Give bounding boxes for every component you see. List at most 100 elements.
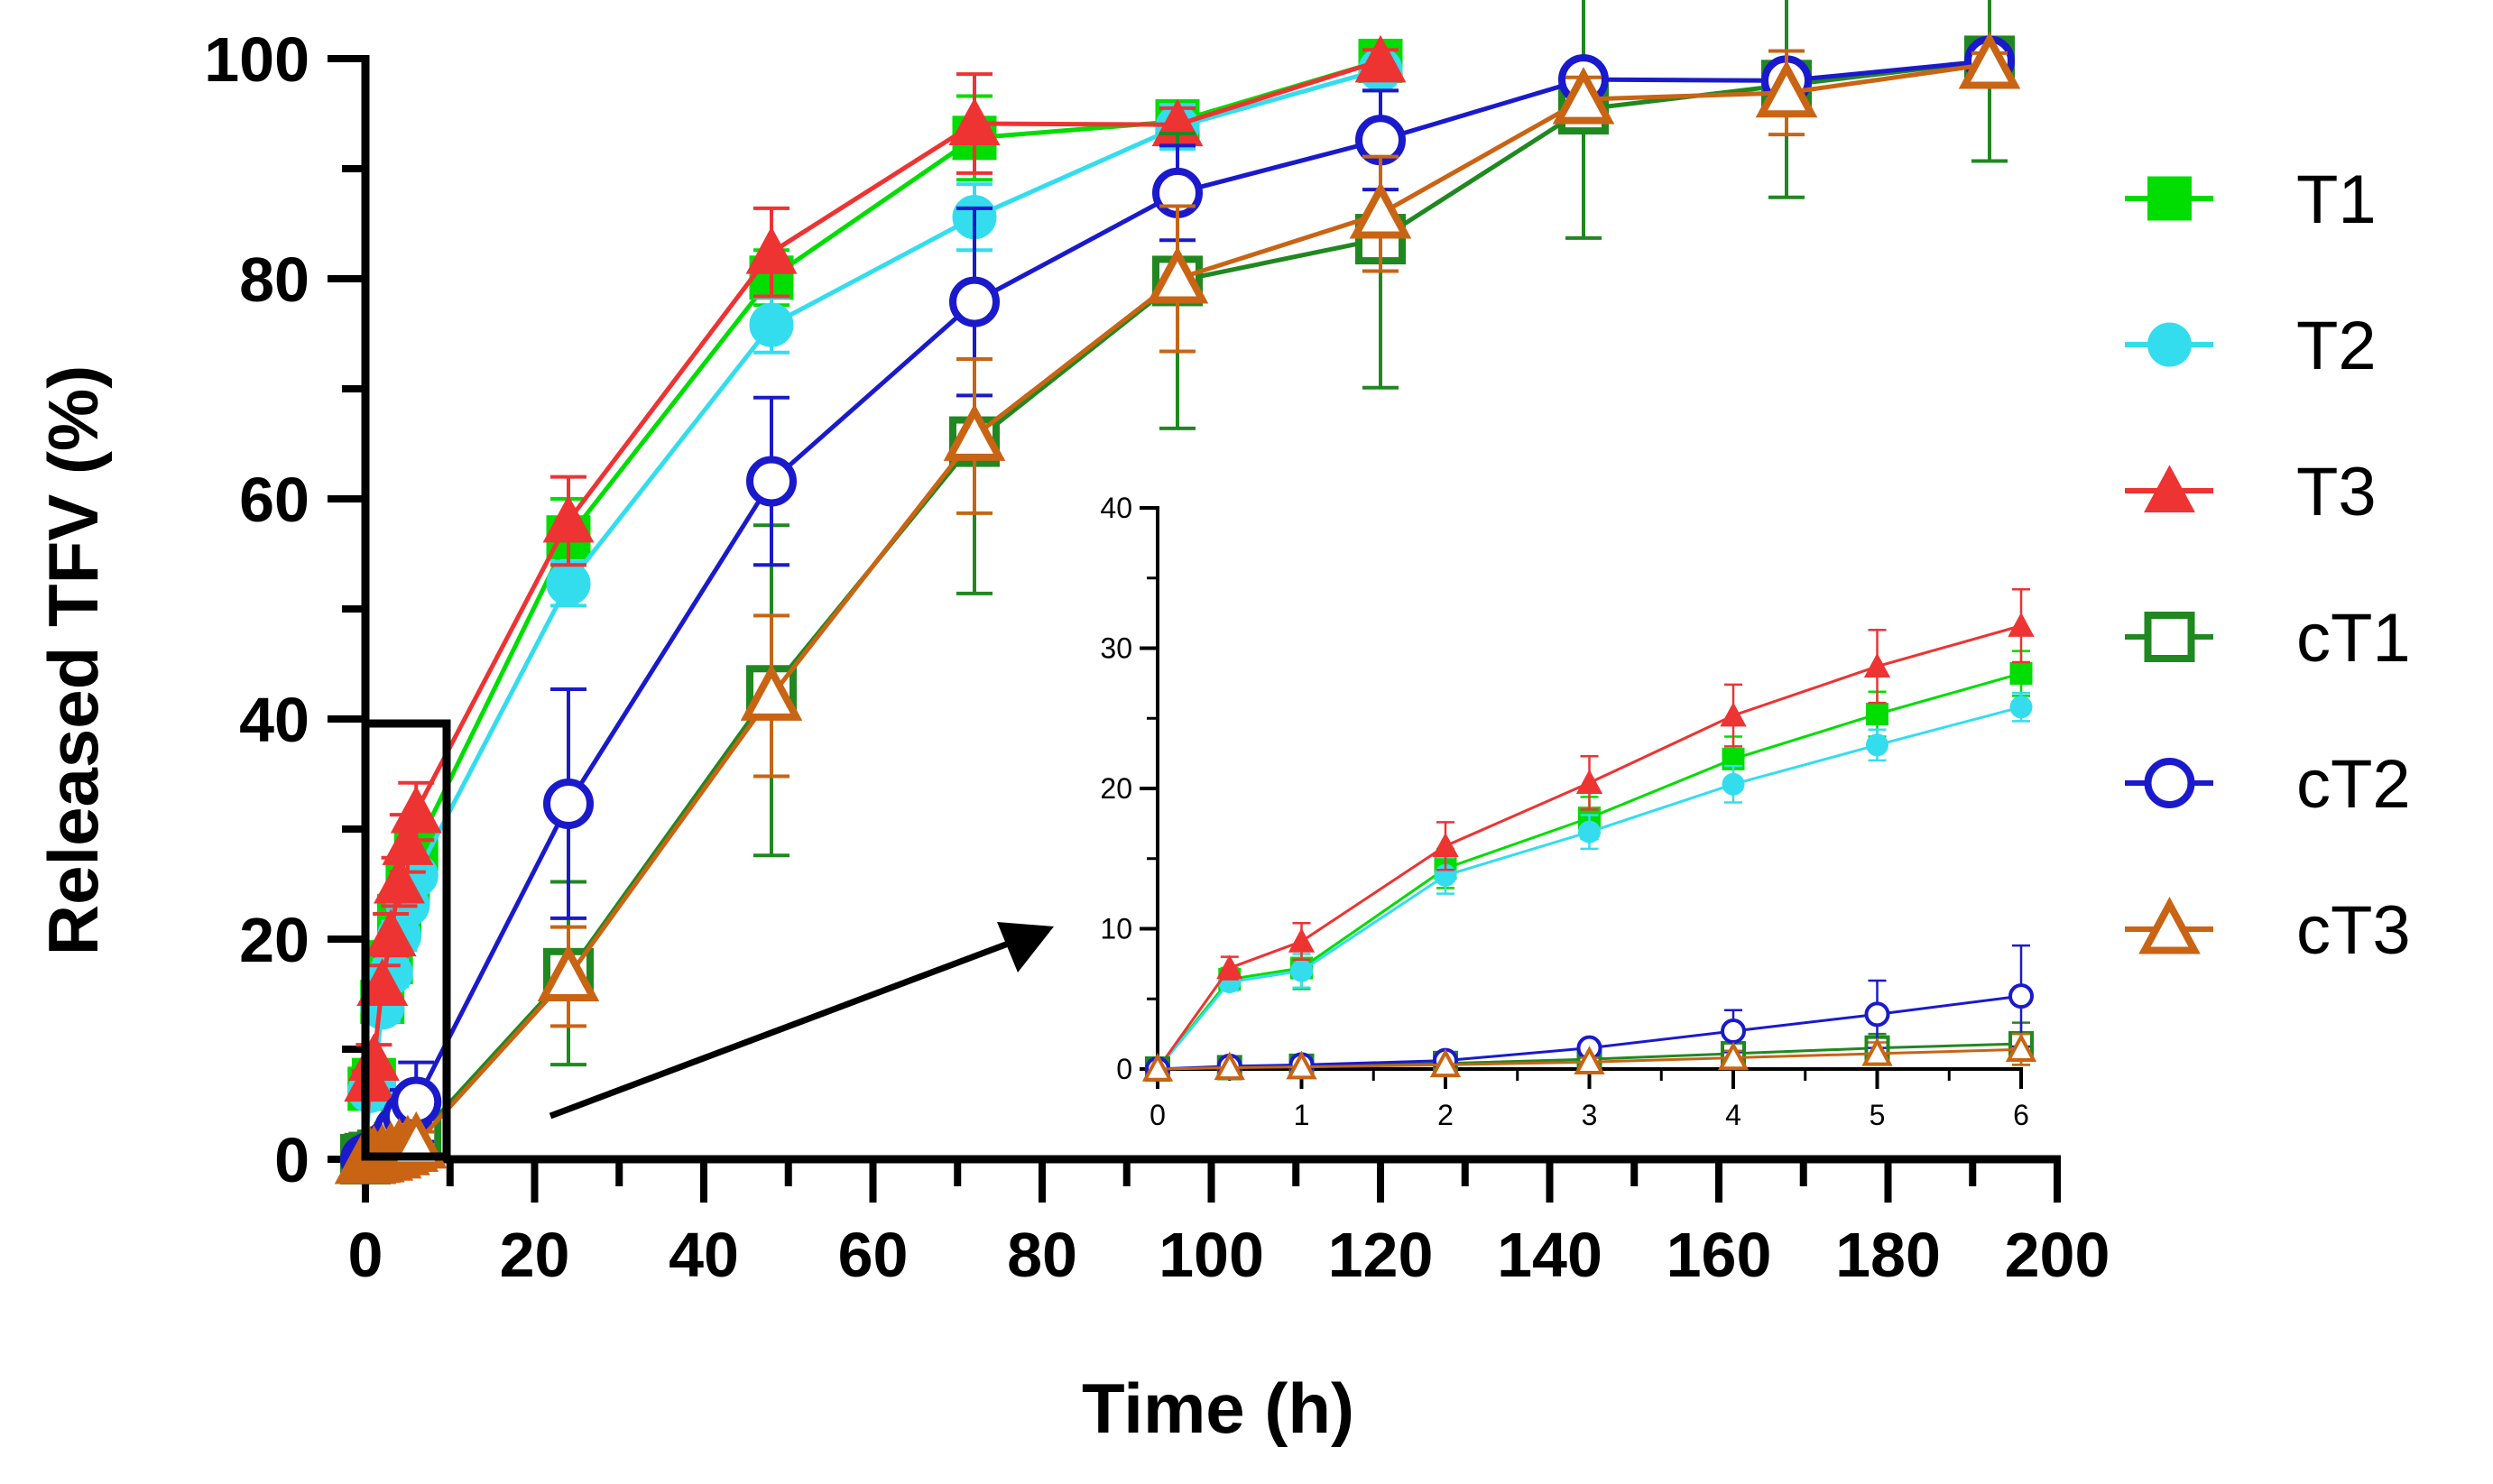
inset-series-T2 [1146, 692, 2033, 1081]
data-point [1866, 703, 1888, 726]
main-x-tick-label: 0 [348, 1220, 383, 1290]
main-y-tick-label: 40 [239, 685, 309, 755]
data-point [948, 97, 1001, 145]
legend-label: cT1 [2296, 600, 2411, 677]
legend-label: T2 [2296, 308, 2377, 384]
main-y-axis-label: Released TFV (%) [33, 365, 113, 956]
legend-marker [2147, 322, 2192, 367]
data-point [1866, 733, 1888, 757]
legend-label: cT2 [2296, 746, 2411, 823]
main-y-tick-label: 100 [204, 24, 309, 95]
data-point [374, 855, 425, 904]
main-y-tick-label: 60 [239, 465, 309, 535]
data-point [2009, 696, 2033, 719]
legend-item-cT3: cT3 [2125, 892, 2411, 969]
inset-x-tick-label: 6 [2013, 1099, 2029, 1131]
inset-x-tick-label: 3 [1582, 1099, 1598, 1131]
data-point [390, 785, 442, 834]
data-point [1720, 702, 1747, 727]
data-point [1861, 1037, 1893, 1066]
inset-x-tick-label: 0 [1150, 1099, 1166, 1131]
main-x-tick-label: 40 [669, 1220, 739, 1290]
data-point [1288, 927, 1316, 953]
main-y-tick-label: 20 [239, 905, 309, 975]
series-line [1156, 624, 2022, 1070]
data-point [365, 908, 417, 957]
inset-x-tick-label: 4 [1725, 1099, 1741, 1131]
legend-marker [2147, 176, 2192, 221]
data-point [1574, 1046, 1605, 1074]
data-point [356, 958, 409, 1006]
series-line [1157, 1047, 2022, 1071]
main-x-axis-label: Time (h) [1082, 1369, 1354, 1448]
data-point [382, 817, 434, 865]
main-series-T3 [339, 34, 1407, 1181]
legend-marker [2144, 612, 2195, 662]
main-x-tick-label: 180 [1835, 1220, 1941, 1290]
inset-plot: 0 1 2 3 4 5 6 0 10 20 30 40 [1100, 492, 2037, 1131]
data-point [543, 778, 594, 829]
legend-item-cT2: cT2 [2125, 746, 2411, 823]
main-x-tick-label: 140 [1497, 1220, 1602, 1290]
main-x-tick-label: 120 [1328, 1220, 1434, 1290]
inset-y-tick-label: 30 [1100, 632, 1132, 665]
zoom-arrow-head [997, 922, 1054, 972]
data-point [1429, 1048, 1462, 1078]
data-point [1864, 1001, 1890, 1028]
main-x-tick-label: 200 [2005, 1220, 2110, 1290]
legend-marker [2138, 896, 2201, 954]
data-point [2008, 983, 2034, 1009]
data-point [1721, 1019, 1746, 1045]
zoom-arrow [549, 939, 1012, 1120]
legend-label: T1 [2296, 161, 2377, 238]
inset-y-tick-label: 40 [1100, 492, 1132, 524]
data-point [537, 944, 600, 1001]
inset-y-tick-label: 0 [1116, 1053, 1132, 1085]
main-y-tick-label: 0 [274, 1125, 309, 1195]
inset-y-tick-label: 10 [1100, 913, 1132, 945]
data-point [1354, 34, 1407, 83]
data-point [1755, 60, 1818, 118]
inset-series-cT3 [1141, 1032, 2037, 1082]
legend-label: cT3 [2296, 892, 2411, 969]
series-line [1156, 705, 2022, 1070]
main-x-tick-label: 100 [1159, 1220, 1264, 1290]
legend-item-T1: T1 [2125, 161, 2377, 238]
data-point [542, 494, 595, 543]
data-point [949, 276, 1000, 327]
data-point [546, 561, 591, 606]
legend-item-cT1: cT1 [2125, 600, 2411, 677]
data-point [749, 302, 794, 347]
legend-item-T2: T2 [2125, 308, 2377, 384]
data-point [745, 226, 798, 274]
inset-x-tick-label: 2 [1437, 1099, 1454, 1131]
main-x-tick-label: 80 [1007, 1220, 1077, 1290]
data-point [1432, 832, 1459, 857]
main-x-tick-label: 20 [500, 1220, 570, 1290]
main-series-T2 [343, 47, 1403, 1182]
data-point [1141, 1052, 1174, 1082]
inset-series-T3 [1144, 587, 2035, 1081]
zoom-box [361, 719, 451, 1161]
data-point [1290, 959, 1313, 982]
data-point [1214, 1051, 1245, 1081]
inset-x-tick-label: 5 [1870, 1099, 1886, 1131]
data-point [2005, 1033, 2037, 1062]
data-point [1575, 769, 1603, 795]
legend-label: T3 [2296, 454, 2377, 530]
data-point [1349, 181, 1412, 239]
data-point [1552, 67, 1615, 124]
data-point [1286, 1050, 1317, 1080]
series-line [1156, 672, 2022, 1070]
data-point [2008, 612, 2035, 637]
main-y-tick-label: 80 [239, 244, 309, 315]
main-x-tick-label: 160 [1667, 1220, 1772, 1290]
legend-marker [2144, 465, 2195, 512]
data-point [1958, 32, 2021, 89]
data-point [1722, 772, 1745, 796]
data-point [740, 663, 803, 721]
inset-x-tick-label: 1 [1294, 1099, 1310, 1131]
main-series-T1 [343, 38, 1403, 1182]
